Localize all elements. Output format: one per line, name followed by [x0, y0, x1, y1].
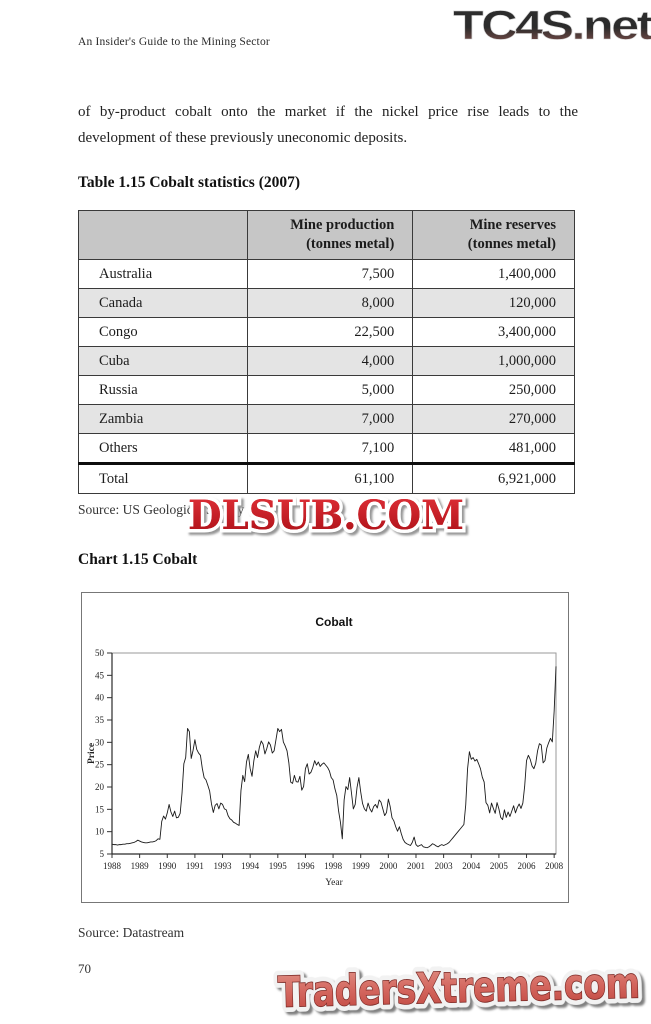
cell-value: 22,500	[246, 317, 414, 347]
x-axis-title: Year	[325, 878, 343, 888]
table-row: Cuba 4,000 1,000,000	[78, 346, 575, 376]
y-tick-label: 10	[95, 827, 105, 837]
cell-value: 5,000	[246, 375, 414, 405]
header-line: Mine production	[290, 217, 395, 233]
cell-country: Canada	[78, 288, 248, 318]
table-source: Source: US Geological Survey	[78, 502, 245, 517]
x-tick-label: 2000	[379, 861, 398, 871]
cell-country: Zambia	[78, 404, 248, 434]
cell-country: Others	[78, 433, 248, 464]
header-mine-production: Mine production (tonnes metal)	[246, 210, 414, 260]
x-tick-label: 2008	[545, 861, 564, 871]
x-tick-label: 2006	[518, 861, 537, 871]
y-tick-label: 35	[95, 715, 105, 725]
cobalt-statistics-table: Mine production (tonnes metal) Mine rese…	[78, 210, 575, 494]
page-number: 70	[78, 961, 91, 976]
y-tick-label: 25	[95, 760, 105, 770]
cell-country: Congo	[78, 317, 248, 347]
y-tick-label: 5	[100, 849, 105, 859]
x-tick-label: 1999	[352, 861, 371, 871]
table-header-row: Mine production (tonnes metal) Mine rese…	[78, 210, 575, 260]
x-tick-label: 1995	[269, 861, 288, 871]
y-tick-label: 30	[95, 737, 105, 747]
x-tick-label: 1989	[131, 861, 150, 871]
cell-country: Cuba	[78, 346, 248, 376]
watermark-middle-text: DLSUB.COM	[188, 492, 464, 539]
x-tick-label: 2004	[462, 861, 481, 871]
table-row: Others 7,100 481,000	[78, 433, 575, 464]
plot-frame	[111, 652, 557, 855]
x-tick-label: 1988	[103, 861, 122, 871]
x-tick-label: 2001	[407, 861, 425, 871]
header-line: Mine reserves	[469, 217, 556, 233]
cell-value: 250,000	[412, 375, 575, 405]
table-row: Russia 5,000 250,000	[78, 375, 575, 405]
price-line	[111, 666, 557, 849]
watermark-top-text: TC4S.net	[453, 2, 651, 48]
y-tick-label: 50	[95, 648, 105, 658]
cell-country: Russia	[78, 375, 248, 405]
cell-value: 7,100	[246, 433, 414, 464]
x-tick-label: 1993	[214, 861, 233, 871]
cell-value: 1,400,000	[412, 259, 575, 289]
cell-value: 7,000	[246, 404, 414, 434]
y-tick-label: 20	[95, 782, 105, 792]
x-tick-label: 2003	[435, 861, 454, 871]
cell-value: 120,000	[412, 288, 575, 318]
header-empty-cell	[78, 210, 248, 260]
cell-value: 7,500	[246, 259, 414, 289]
y-tick-label: 15	[95, 804, 105, 814]
running-header: An Insider's Guide to the Mining Sector	[78, 36, 270, 48]
total-reserves: 6,921,000	[412, 462, 575, 494]
x-tick-label: 1991	[186, 861, 204, 871]
x-tick-label: 1990	[158, 861, 177, 871]
watermark-bottom: TradersXtreme.com TradersXtreme.com	[272, 953, 646, 1022]
table-total-row: Total 61,100 6,921,000	[78, 462, 575, 494]
x-tick-label: 2005	[490, 861, 509, 871]
y-tick-label: 40	[95, 693, 105, 703]
x-tick-label: 1996	[296, 861, 315, 871]
header-line: (tonnes metal)	[306, 236, 395, 252]
x-tick-label: 1994	[241, 861, 259, 871]
chart-source: Source: Datastream	[78, 925, 185, 940]
cell-value: 4,000	[246, 346, 414, 376]
table-row: Australia 7,500 1,400,000	[78, 259, 575, 289]
table-row: Congo 22,500 3,400,000	[78, 317, 575, 347]
cell-value: 1,000,000	[412, 346, 575, 376]
y-tick-label: 45	[95, 670, 105, 680]
cobalt-price-chart: Cobalt 5 10 15 20 25 30 35 40 45 50 1988 1989 1990 199…	[82, 593, 568, 907]
watermark-middle-text: DLSUB.COM	[188, 492, 464, 539]
header-mine-reserves: Mine reserves (tonnes metal)	[412, 210, 575, 260]
body-paragraph: of by-product cobalt onto the market if …	[78, 104, 578, 146]
y-axis-title: Price	[87, 743, 97, 764]
chart-frame: Cobalt 5 10 15 20 25 30 35 40 45 50 1988 1989 1990 199…	[81, 592, 569, 903]
cell-value: 481,000	[412, 433, 575, 464]
watermark-middle: DLSUB.COM DLSUB.COM	[185, 489, 468, 543]
table-title: Table 1.15 Cobalt statistics (2007)	[78, 174, 301, 191]
chart-title: Cobalt	[315, 615, 352, 629]
header-line: (tonnes metal)	[467, 236, 556, 252]
table-row: Canada 8,000 120,000	[78, 288, 575, 318]
cell-country: Australia	[78, 259, 248, 289]
cell-value: 270,000	[412, 404, 575, 434]
cell-value: 8,000	[246, 288, 414, 318]
watermark-bottom-text: TradersXtreme.com	[277, 958, 640, 1016]
total-label: Total	[78, 462, 248, 494]
chart-heading: Chart 1.15 Cobalt	[78, 551, 198, 568]
chart-svg: Cobalt 5 10 15 20 25 30 35 40 45 50 1988 1989 1990 199…	[87, 615, 564, 888]
cell-value: 3,400,000	[412, 317, 575, 347]
x-tick-label: 1998	[324, 861, 343, 871]
watermark-top: TC4S.net	[453, 2, 651, 48]
table-row: Zambia 7,000 270,000	[78, 404, 575, 434]
